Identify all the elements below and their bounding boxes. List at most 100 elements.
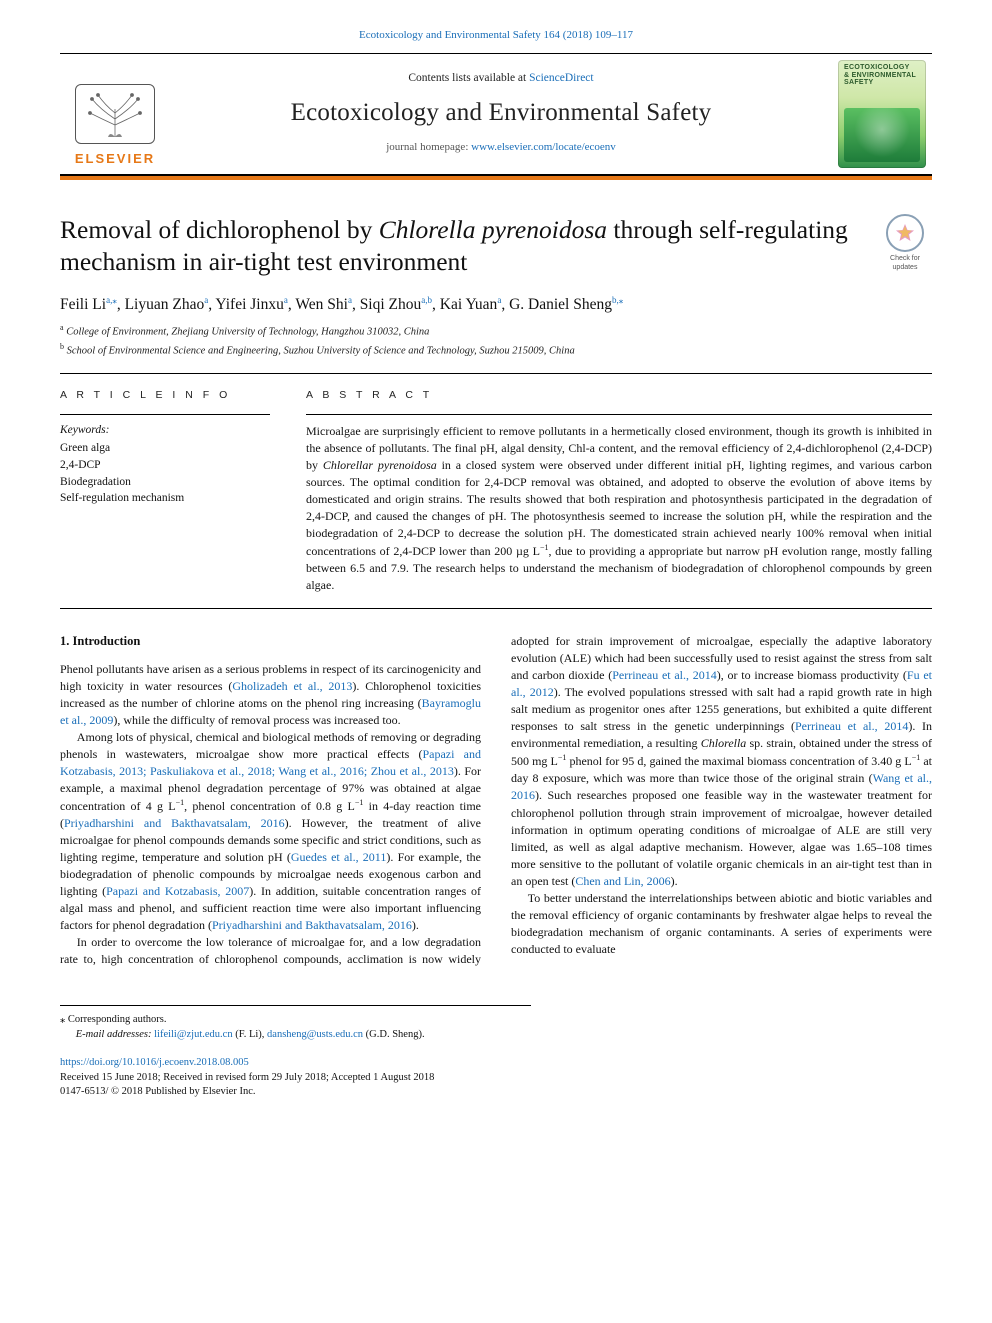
check-updates-badge[interactable]: Check for updates [878,214,932,273]
article-title: Removal of dichlorophenol by Chlorella p… [60,214,860,279]
corresponding-note: Corresponding authors. [60,1012,531,1027]
author: Feili Li [60,296,106,313]
ref-perrineau-2014b[interactable]: Perrineau et al., 2014 [795,719,908,733]
email2-who: (G.D. Sheng). [363,1029,425,1040]
cover-title-l3: SAFETY [844,79,873,86]
keywords-label: Keywords: [60,423,270,439]
p2a: Among lots of physical, chemical and bio… [60,730,481,761]
doi-link[interactable]: https://doi.org/10.1016/j.ecoenv.2018.08… [60,1057,249,1068]
ref-perrineau-2014a[interactable]: Perrineau et al., 2014 [612,668,717,682]
ref-priyadharshini-2016b[interactable]: Priyadharshini and Bakthavatsalam, 2016 [212,918,412,932]
body-columns: 1. Introduction Phenol pollutants have a… [60,633,932,968]
section-heading-intro: 1. Introduction [60,633,481,651]
p4i: ). [671,874,678,888]
info-abstract-row: A R T I C L E I N F O Keywords: Green al… [60,388,932,594]
title-block: Removal of dichlorophenol by Chlorella p… [60,214,932,359]
author-list: Feili Lia,⁎, Liyuan Zhaoa, Yifei Jinxua,… [60,293,860,316]
author-corr-sup: ⁎ [112,295,117,305]
p4sup2: −1 [912,753,921,762]
cover-title: ECOTOXICOLOGY & ENVIRONMENTAL SAFETY [844,64,920,87]
author: Wen Shi [295,296,348,313]
p4h: ). Such researches proposed one feasible… [511,788,932,887]
homepage-line: journal homepage: www.elsevier.com/locat… [178,140,824,155]
article-info-rule [60,414,270,415]
email-li[interactable]: lifeili@zjut.edu.cn [154,1029,232,1040]
article-history: Received 15 June 2018; Received in revis… [60,1071,583,1086]
keyword: Biodegradation [60,474,270,491]
email-sheng[interactable]: dansheng@usts.edu.cn [267,1029,363,1040]
issn-copyright: 0147-6513/ © 2018 Published by Elsevier … [60,1085,583,1100]
author-aff-sup: a [348,295,352,305]
p4ital: Chlorella [701,736,747,750]
sciencedirect-link[interactable]: ScienceDirect [529,72,594,84]
orange-rule [60,176,932,180]
author-corr-sup: ⁎ [619,295,624,305]
author: Yifei Jinxu [215,296,283,313]
masthead-center: Contents lists available at ScienceDirec… [170,54,832,174]
article-info-col: A R T I C L E I N F O Keywords: Green al… [60,388,270,594]
email1-who: (F. Li), [233,1029,267,1040]
keywords-list: Green alga2,4-DCPBiodegradationSelf-regu… [60,440,270,507]
ref-papazi-2007[interactable]: Papazi and Kotzabasis, 2007 [106,884,249,898]
updates-line2: updates [878,263,932,272]
p4b: ), or to increase biomass productivity ( [717,668,907,682]
author: Siqi Zhou [360,296,422,313]
abstract-head: A B S T R A C T [306,388,932,402]
affiliation: b School of Environmental Science and En… [60,341,860,359]
keyword: 2,4-DCP [60,457,270,474]
p3a: In order to overcome the low tolerance o… [77,935,420,949]
author-aff-sup: a [497,295,501,305]
footnotes: Corresponding authors. E-mail addresses:… [60,1005,531,1042]
author: G. Daniel Sheng [509,296,612,313]
cover-art-graphic [844,108,920,162]
para-2: Among lots of physical, chemical and bio… [60,729,481,934]
homepage-link[interactable]: www.elsevier.com/locate/ecoenv [471,141,616,153]
para-1: Phenol pollutants have arisen as a serio… [60,661,481,729]
abstract-text: Microalgae are surprisingly efficient to… [306,423,932,594]
author: Kai Yuan [440,296,498,313]
abstract-rule [306,414,932,415]
author-aff-sup: a [284,295,288,305]
running-head-link[interactable]: Ecotoxicology and Environmental Safety 1… [359,29,633,41]
title-pre: Removal of dichlorophenol by [60,215,379,244]
contents-line: Contents lists available at ScienceDirec… [178,71,824,87]
ref-gholizadeh-2013[interactable]: Gholizadeh et al., 2013 [232,679,352,693]
title-species: Chlorella pyrenoidosa [379,215,607,244]
article-info-head: A R T I C L E I N F O [60,388,270,402]
affiliations: a College of Environment, Zhejiang Unive… [60,322,860,358]
ref-guedes-2011[interactable]: Guedes et al., 2011 [291,850,387,864]
p2sup1: −1 [176,798,185,807]
author-aff-sup: a [204,295,208,305]
updates-icon [886,214,924,252]
rule-below-abstract [60,608,932,609]
masthead: ELSEVIER Contents lists available at Sci… [60,53,932,176]
p2h: ). [412,918,419,932]
author-aff-sup: a,b [421,295,432,305]
p2c: , phenol concentration of 0.8 g L [184,799,355,813]
para-5: To better understand the interrelationsh… [511,890,932,958]
keyword: Green alga [60,440,270,457]
email-line: E-mail addresses: lifeili@zjut.edu.cn (F… [60,1027,531,1042]
author: Liyuan Zhao [125,296,205,313]
running-head: Ecotoxicology and Environmental Safety 1… [60,28,932,43]
ref-priyadharshini-2016a[interactable]: Priyadharshini and Bakthavatsalam, 2016 [64,816,285,830]
homepage-prefix: journal homepage: [386,141,471,153]
p5: To better understand the interrelationsh… [511,891,932,956]
elsevier-tree-icon [75,84,155,144]
updates-line1: Check for [878,254,932,263]
contents-prefix: Contents lists available at [408,72,529,84]
p1c: ), while the difficulty of removal proce… [113,713,400,727]
affiliation: a College of Environment, Zhejiang Unive… [60,322,860,340]
abstract-col: A B S T R A C T Microalgae are surprisin… [306,388,932,594]
doi-block: https://doi.org/10.1016/j.ecoenv.2018.08… [60,1056,583,1100]
keyword: Self-regulation mechanism [60,490,270,507]
rule-above-abstract [60,373,932,374]
cover-title-l1: ECOTOXICOLOGY [844,64,910,71]
p4f: phenol for 95 d, gained the maximal biom… [566,754,911,768]
journal-cover: ECOTOXICOLOGY & ENVIRONMENTAL SAFETY [832,54,932,174]
publisher-logo: ELSEVIER [60,54,170,174]
abs-italic: Chlorellar pyrenoidosa [323,458,437,472]
email-label: E-mail addresses: [76,1029,154,1040]
author-aff-sup: b, [612,295,619,305]
ref-chen-lin-2006[interactable]: Chen and Lin, 2006 [575,874,670,888]
